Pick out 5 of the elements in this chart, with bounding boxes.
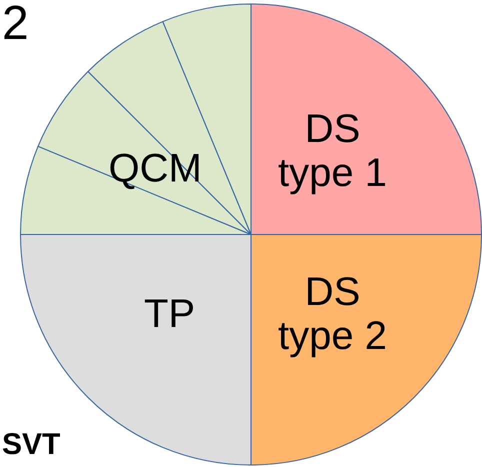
text: SVT [2, 428, 60, 461]
slice-label: TP [144, 292, 196, 336]
slice-label: DS type 2 [278, 270, 387, 358]
slice-label: DS type 1 [278, 107, 387, 196]
text: 2 [2, 0, 29, 50]
